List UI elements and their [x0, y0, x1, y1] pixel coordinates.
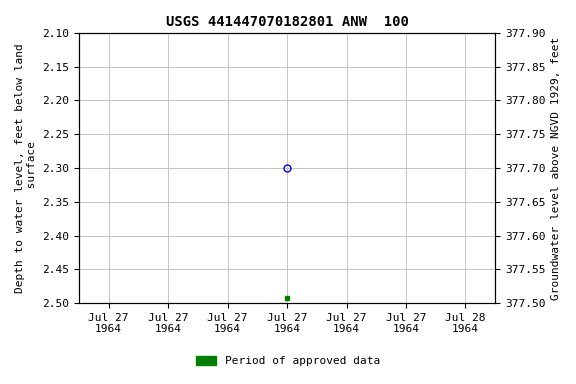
- Legend: Period of approved data: Period of approved data: [191, 352, 385, 371]
- Y-axis label: Groundwater level above NGVD 1929, feet: Groundwater level above NGVD 1929, feet: [551, 36, 561, 300]
- Title: USGS 441447070182801 ANW  100: USGS 441447070182801 ANW 100: [166, 15, 408, 29]
- Y-axis label: Depth to water level, feet below land
 surface: Depth to water level, feet below land su…: [15, 43, 37, 293]
